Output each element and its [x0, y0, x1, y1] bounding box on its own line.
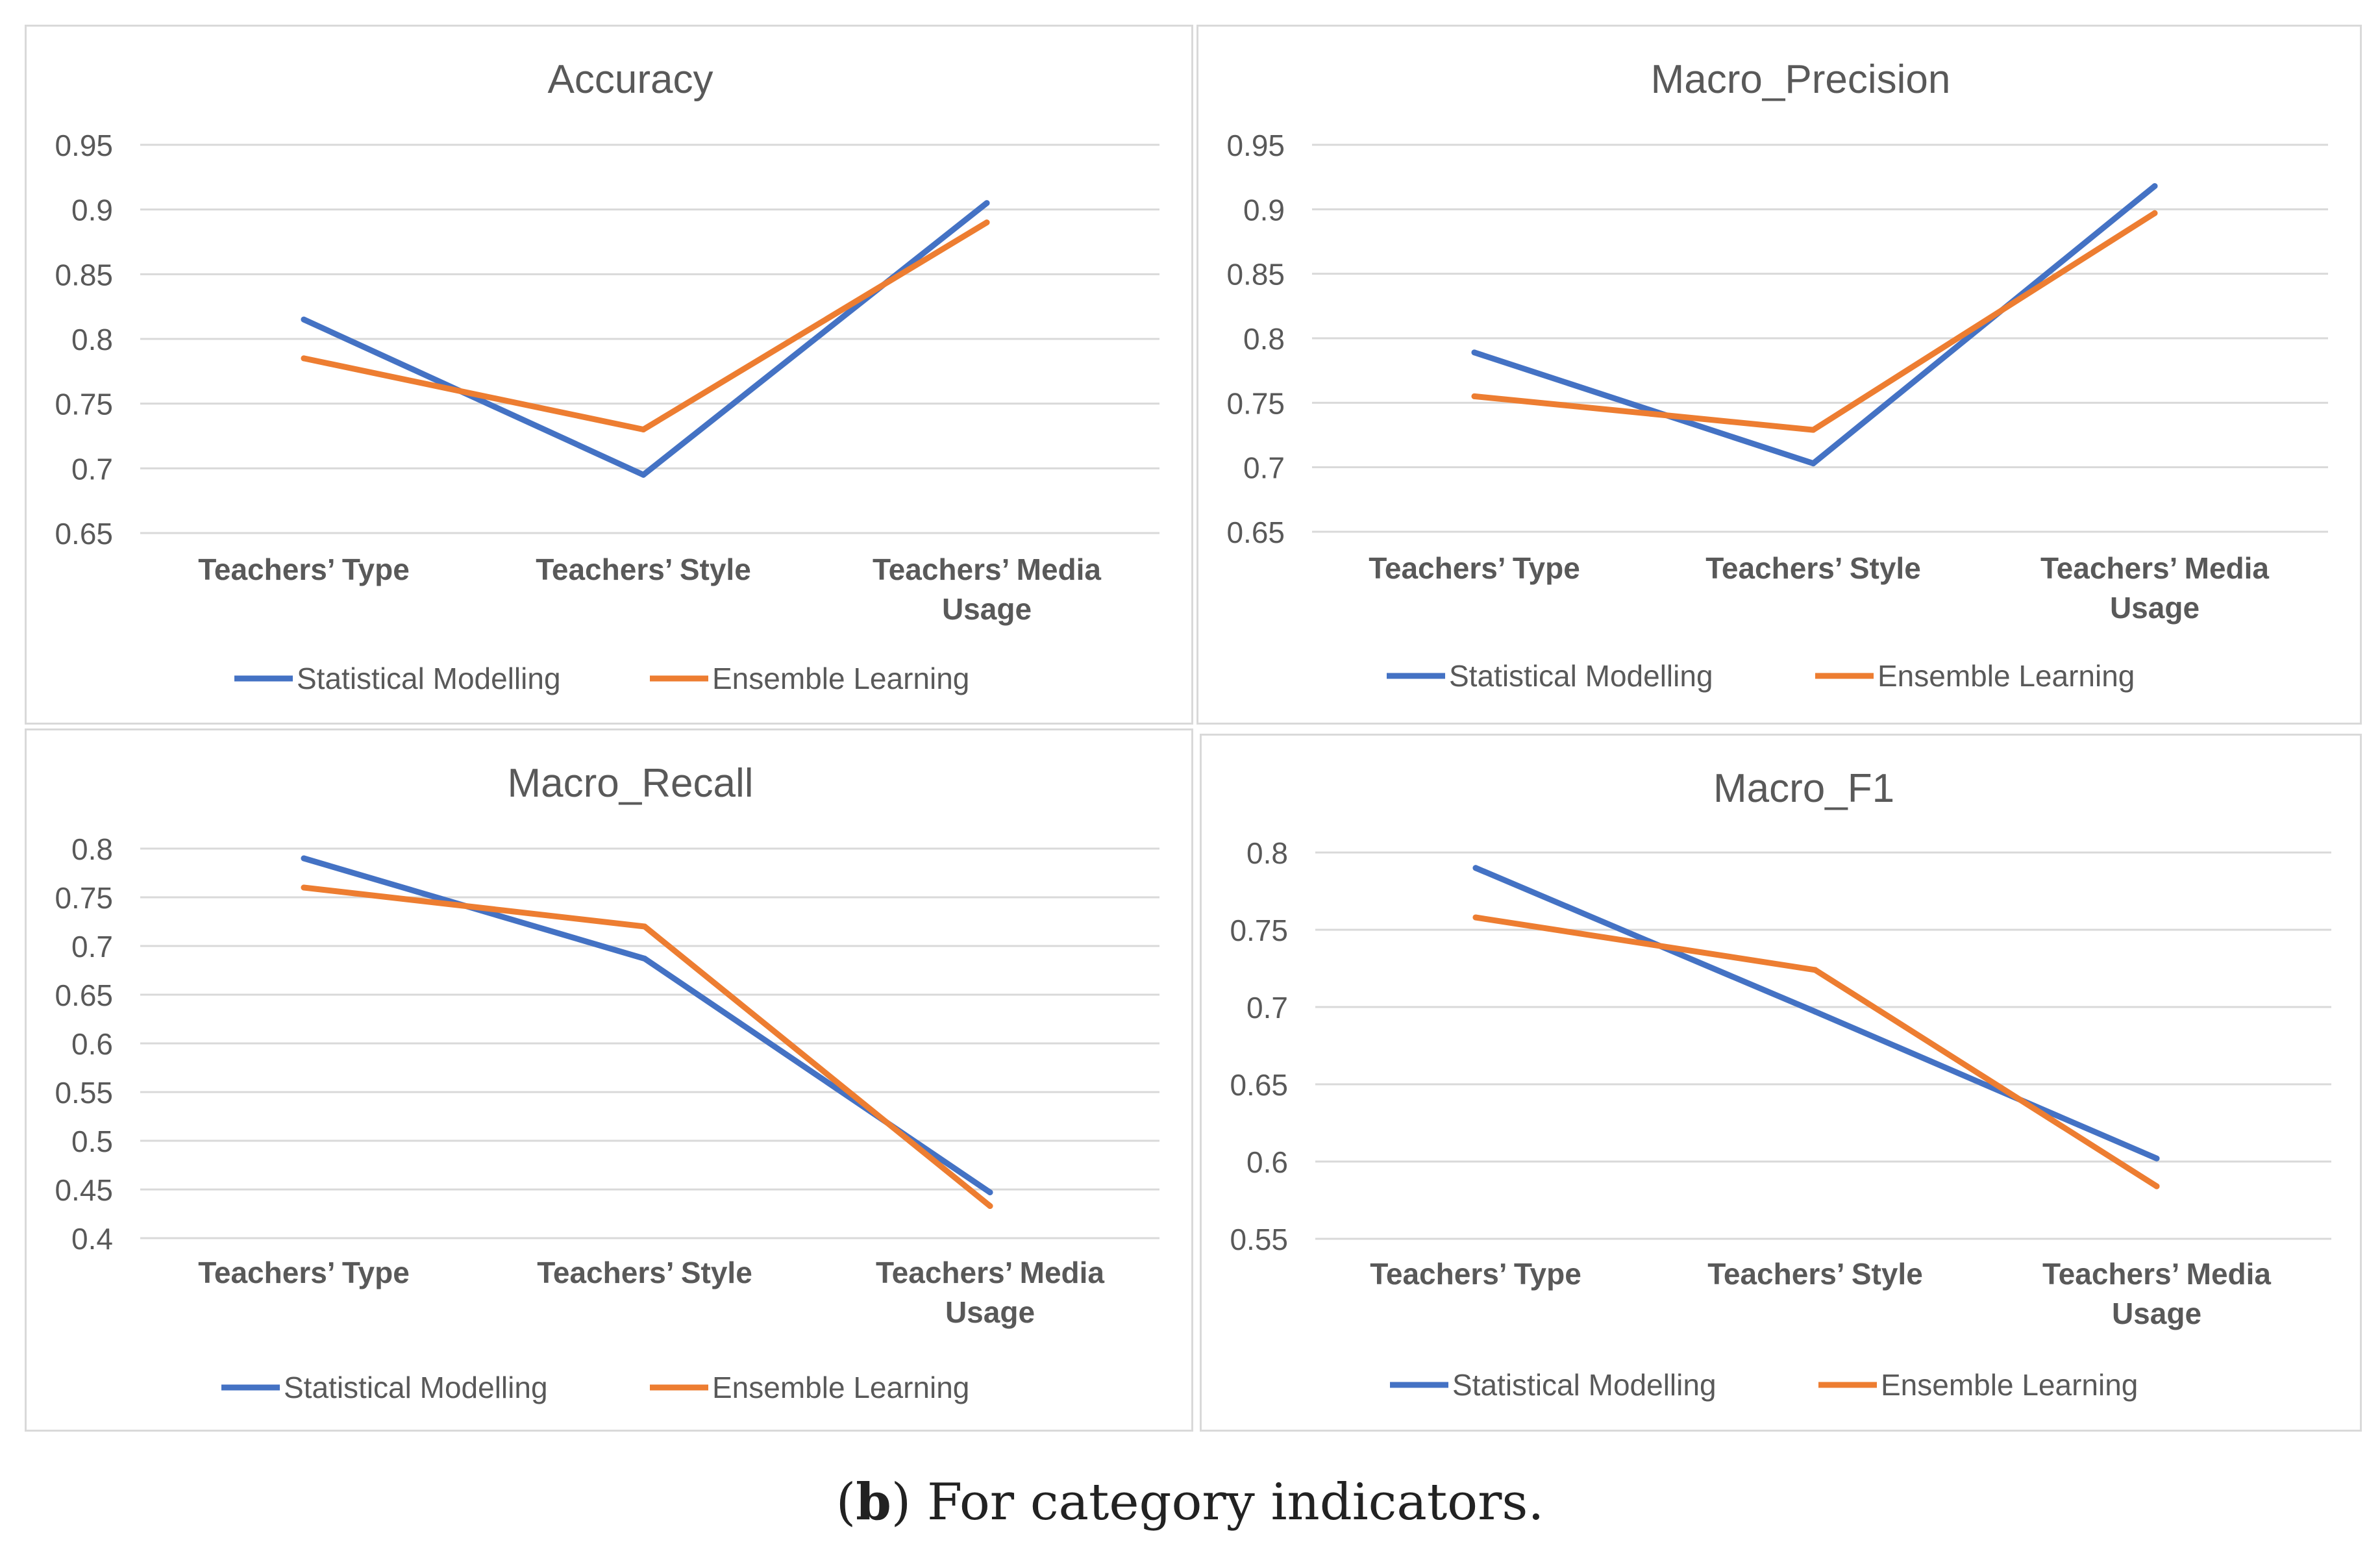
y-tick-label: 0.8 — [1246, 836, 1288, 870]
data-point — [987, 1189, 993, 1195]
legend-label: Statistical Modelling — [284, 1371, 548, 1404]
y-tick-label: 0.65 — [55, 978, 113, 1012]
legend-label: Statistical Modelling — [1452, 1368, 1717, 1402]
y-tick-label: 0.8 — [1243, 322, 1285, 356]
data-point — [1471, 349, 1478, 356]
y-tick-label: 0.6 — [71, 1027, 113, 1061]
chart-title: Macro_Precision — [1651, 57, 1951, 102]
x-tick-label: Teachers’ Type — [1370, 1257, 1581, 1291]
y-tick-label: 0.7 — [71, 452, 113, 486]
y-tick-label: 0.7 — [1246, 991, 1288, 1025]
y-tick-label: 0.5 — [71, 1125, 113, 1158]
x-tick-label: Teachers’ Type — [198, 1256, 410, 1289]
y-tick-label: 0.65 — [55, 517, 113, 551]
caption-prefix: ( — [836, 1473, 856, 1532]
chart-title: Macro_F1 — [1713, 766, 1894, 811]
legend-label: Ensemble Learning — [712, 1371, 969, 1404]
x-tick-label: Teachers’ Style — [536, 553, 751, 586]
series-line-statistical-modelling — [301, 855, 993, 1195]
x-tick-label: Teachers’ Media Usage — [2040, 551, 2269, 625]
y-tick-label: 0.8 — [71, 323, 113, 356]
y-tick-label: 0.7 — [71, 930, 113, 964]
accuracy-chart: Accuracy 0.65 0.7 0.75 0.8 0.85 0.9 0.95 Teacher… — [55, 57, 1159, 695]
series-line-statistical-modelling — [1471, 183, 2158, 467]
x-tick-label: Teachers’ Style — [1705, 551, 1921, 585]
legend-label: Statistical Modelling — [1449, 659, 1713, 693]
y-tick-label: 0.75 — [1226, 386, 1285, 420]
chart-panel-macro-recall: Macro_Recall 0.4 0.45 0.5 0.55 0.6 0.65 0.7 0.75… — [25, 728, 1193, 1432]
macro-precision-chart: Macro_Precision 0.65 0.7 0.75 0.8 0.85 0.9 0.95… — [1226, 57, 2328, 693]
caption-letter: b — [856, 1473, 891, 1532]
data-point — [1812, 1008, 1818, 1015]
caption-text: ) For category indicators. — [891, 1473, 1544, 1532]
chart-title: Accuracy — [548, 57, 713, 102]
y-tick-label: 0.8 — [71, 832, 113, 866]
data-point — [1810, 427, 1816, 433]
x-tick-label: Teachers’ Media Usage — [2042, 1257, 2271, 1330]
data-point — [641, 923, 648, 930]
y-tick-label: 0.95 — [55, 129, 113, 162]
data-point — [301, 855, 307, 862]
y-tick-label: 0.55 — [1230, 1223, 1288, 1256]
data-point — [2151, 183, 2158, 190]
series-line-ensemble-learning — [301, 219, 990, 432]
series-line-ensemble-learning — [1471, 210, 2158, 433]
y-tick-label: 0.55 — [55, 1076, 113, 1110]
chart-panel-macro-f1: Macro_F1 0.55 0.6 0.65 0.7 0.75 0.8 Teachers’ T… — [1200, 734, 2362, 1432]
series-line-ensemble-learning — [301, 884, 993, 1209]
chart-title: Macro_Recall — [507, 761, 753, 806]
y-tick-label: 0.75 — [1230, 914, 1288, 947]
y-tick-label: 0.9 — [71, 193, 113, 227]
x-tick-label: Teachers’ Style — [537, 1256, 752, 1289]
y-tick-label: 0.95 — [1226, 129, 1285, 162]
y-tick-label: 0.45 — [55, 1173, 113, 1207]
chart-panel-accuracy: Accuracy 0.65 0.7 0.75 0.8 0.85 0.9 0.95 Teacher… — [25, 25, 1193, 725]
data-point — [2153, 1183, 2160, 1189]
data-point — [640, 427, 647, 433]
data-point — [641, 956, 648, 962]
y-tick-label: 0.4 — [71, 1222, 113, 1256]
x-tick-label: Teachers’ Media Usage — [876, 1256, 1104, 1329]
data-point — [1471, 393, 1478, 399]
y-tick-label: 0.9 — [1243, 193, 1285, 227]
data-point — [1810, 460, 1816, 467]
data-point — [1472, 865, 1479, 871]
data-point — [301, 884, 307, 891]
y-tick-label: 0.75 — [55, 881, 113, 915]
data-point — [301, 316, 307, 323]
legend-label: Statistical Modelling — [297, 662, 561, 695]
macro-recall-chart: Macro_Recall 0.4 0.45 0.5 0.55 0.6 0.65 0.7 0.75… — [55, 761, 1159, 1404]
legend-label: Ensemble Learning — [712, 662, 969, 695]
legend-label: Ensemble Learning — [1878, 659, 2135, 693]
x-tick-label: Teachers’ Type — [1369, 551, 1580, 585]
y-tick-label: 0.85 — [55, 258, 113, 292]
y-tick-label: 0.7 — [1243, 451, 1285, 485]
macro-f1-chart: Macro_F1 0.55 0.6 0.65 0.7 0.75 0.8 Teachers’ T… — [1230, 766, 2331, 1402]
x-tick-label: Teachers’ Style — [1707, 1257, 1923, 1291]
data-point — [640, 471, 647, 478]
y-tick-label: 0.65 — [1226, 516, 1285, 549]
x-tick-label: Teachers’ Media Usage — [873, 553, 1101, 626]
y-tick-label: 0.6 — [1246, 1145, 1288, 1179]
x-tick-label: Teachers’ Type — [198, 553, 410, 586]
data-point — [984, 200, 990, 206]
data-point — [1472, 914, 1479, 921]
data-point — [984, 219, 990, 226]
series-line-ensemble-learning — [1472, 914, 2160, 1189]
data-point — [987, 1203, 993, 1209]
data-point — [2151, 210, 2158, 216]
data-point — [2153, 1155, 2160, 1162]
y-tick-label: 0.75 — [55, 388, 113, 421]
chart-panel-macro-precision: Macro_Precision 0.65 0.7 0.75 0.8 0.85 0.9 0.95… — [1196, 25, 2362, 725]
data-point — [301, 355, 307, 362]
legend-label: Ensemble Learning — [1881, 1368, 2138, 1402]
y-tick-label: 0.85 — [1226, 258, 1285, 292]
y-tick-label: 0.65 — [1230, 1068, 1288, 1102]
figure-caption: (b) For category indicators. — [0, 1473, 2380, 1532]
data-point — [1812, 967, 1818, 973]
